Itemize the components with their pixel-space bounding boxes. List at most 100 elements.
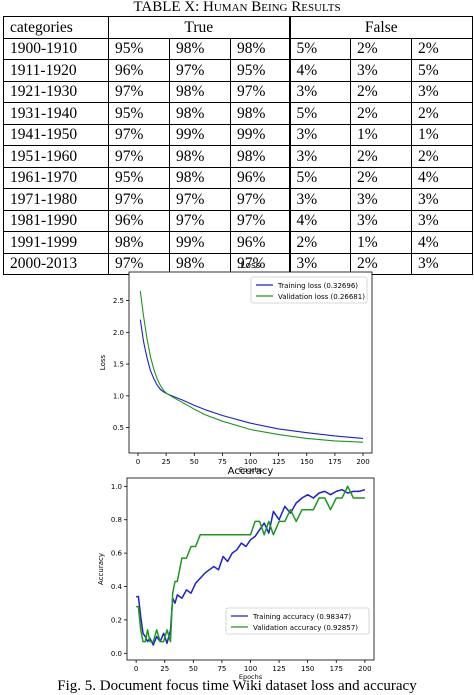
x-tick-label: 25 bbox=[160, 665, 169, 673]
value-cell: 5% bbox=[288, 102, 352, 125]
series-line bbox=[136, 485, 365, 643]
y-axis-label: Loss bbox=[99, 354, 107, 370]
table-row: 1921-1930 97% 98% 97% 3% 2% 3% bbox=[3, 80, 474, 103]
value-cell: 97% bbox=[169, 188, 231, 211]
value-cell: 98% bbox=[108, 231, 170, 254]
value-cell: 97% bbox=[229, 188, 291, 211]
value-cell: 95% bbox=[108, 102, 170, 125]
x-tick-label: 100 bbox=[244, 665, 257, 673]
value-cell: 3% bbox=[288, 188, 352, 211]
y-tick-label: 1.0 bbox=[111, 483, 122, 491]
value-cell: 97% bbox=[108, 145, 170, 168]
legend-entry: Validation loss (0.26681) bbox=[278, 293, 365, 301]
value-cell: 96% bbox=[108, 209, 170, 232]
x-tick-label: 200 bbox=[356, 458, 369, 466]
value-cell: 2% bbox=[350, 80, 413, 103]
x-tick-label: 100 bbox=[244, 458, 257, 466]
value-cell: 3% bbox=[411, 252, 474, 275]
legend-box bbox=[250, 276, 368, 304]
value-cell: 3% bbox=[411, 80, 474, 103]
series-line bbox=[139, 291, 364, 443]
category-cell: 1991-1999 bbox=[3, 231, 109, 254]
table-row: 1991-1999 98% 99% 96% 2% 1% 4% bbox=[3, 231, 474, 254]
x-tick-label: 0 bbox=[134, 665, 138, 673]
category-cell: 1911-1920 bbox=[3, 59, 109, 82]
table-row: 1931-1940 95% 98% 98% 5% 2% 2% bbox=[3, 102, 474, 125]
table-row: 1981-1990 96% 97% 97% 4% 3% 3% bbox=[3, 209, 474, 232]
table-row: 1900-1910 95% 98% 98% 5% 2% 2% bbox=[3, 37, 474, 60]
value-cell: 3% bbox=[350, 188, 413, 211]
value-cell: 4% bbox=[411, 166, 474, 189]
loss-chart: Loss 0 25 50 75 100 125 150 175 200 0.5 1.0 1.5 2.0 2.… bbox=[99, 261, 373, 474]
value-cell: 99% bbox=[229, 123, 291, 146]
x-tick-label: 125 bbox=[272, 458, 285, 466]
value-cell: 3% bbox=[350, 59, 413, 82]
value-cell: 98% bbox=[229, 102, 291, 125]
value-cell: 98% bbox=[169, 102, 231, 125]
value-cell: 2% bbox=[411, 102, 474, 125]
y-tick-label: 0.8 bbox=[111, 516, 122, 524]
value-cell: 98% bbox=[169, 80, 231, 103]
value-cell: 3% bbox=[411, 209, 474, 232]
x-tick-label: 175 bbox=[330, 665, 343, 673]
x-tick-label: 50 bbox=[189, 665, 198, 673]
x-tick-label: 125 bbox=[272, 665, 285, 673]
value-cell: 2% bbox=[350, 252, 413, 275]
x-tick-label: 25 bbox=[162, 458, 171, 466]
x-tick-label: 200 bbox=[358, 665, 371, 673]
x-tick-label: 175 bbox=[328, 458, 341, 466]
x-tick-label: 150 bbox=[300, 458, 313, 466]
value-cell: 95% bbox=[229, 59, 291, 82]
y-tick-label: 0.2 bbox=[111, 616, 122, 624]
y-tick-label: 2.0 bbox=[113, 329, 124, 337]
value-cell: 5% bbox=[288, 37, 352, 60]
value-cell: 97% bbox=[108, 123, 170, 146]
value-cell: 2% bbox=[350, 145, 413, 168]
table-row: 1961-1970 95% 98% 96% 5% 2% 4% bbox=[3, 166, 474, 189]
table-caption: TABLE X: Human Being Results bbox=[133, 0, 341, 15]
value-cell: 97% bbox=[169, 209, 231, 232]
legend-entry: Training loss (0.32696) bbox=[277, 282, 358, 290]
x-tick-label: 75 bbox=[217, 665, 226, 673]
category-cell: 1961-1970 bbox=[3, 166, 109, 189]
series-line bbox=[139, 319, 364, 439]
figure-caption: Fig. 5. Document focus time Wiki dataset… bbox=[57, 678, 417, 694]
chart-title: Accuracy bbox=[228, 466, 274, 477]
table-row: 1911-1920 96% 97% 95% 4% 3% 5% bbox=[3, 59, 474, 82]
chart-title: Loss bbox=[241, 261, 261, 271]
value-cell: 1% bbox=[350, 231, 413, 254]
header-false: False bbox=[288, 16, 474, 39]
y-tick-label: 2.5 bbox=[113, 297, 124, 305]
category-cell: 1951-1960 bbox=[3, 145, 109, 168]
x-tick-label: 0 bbox=[136, 458, 140, 466]
table-row: 1971-1980 97% 97% 97% 3% 3% 3% bbox=[3, 188, 474, 211]
category-cell: 1900-1910 bbox=[3, 37, 109, 60]
value-cell: 99% bbox=[169, 123, 231, 146]
header-true: True bbox=[107, 16, 291, 39]
value-cell: 5% bbox=[411, 59, 474, 82]
x-axis-label: Epochs bbox=[239, 466, 263, 474]
y-tick-label: 0.0 bbox=[111, 650, 122, 658]
y-tick-label: 0.6 bbox=[111, 550, 123, 558]
value-cell: 98% bbox=[169, 166, 231, 189]
table-header-row: categories True False bbox=[3, 16, 474, 39]
value-cell: 99% bbox=[169, 231, 231, 254]
category-cell: 1971-1980 bbox=[3, 188, 109, 211]
value-cell: 1% bbox=[411, 123, 474, 146]
y-tick-label: 1.5 bbox=[113, 361, 124, 369]
table-row: 2000-2013 97% 98% 97% 3% 2% 3% bbox=[3, 252, 474, 275]
legend-entry: Training accuracy (0.98347) bbox=[252, 613, 351, 621]
category-cell: 1981-1990 bbox=[3, 209, 109, 232]
y-tick-label: 0.5 bbox=[113, 424, 124, 432]
value-cell: 97% bbox=[229, 80, 291, 103]
value-cell: 3% bbox=[288, 252, 352, 275]
value-cell: 96% bbox=[229, 231, 291, 254]
x-axis-label: Epochs bbox=[239, 673, 263, 681]
value-cell: 95% bbox=[108, 166, 170, 189]
x-tick-label: 50 bbox=[190, 458, 199, 466]
y-tick-label: 1.0 bbox=[113, 392, 124, 400]
value-cell: 2% bbox=[350, 102, 413, 125]
legend-entry: Validation accuracy (0.92857) bbox=[253, 624, 358, 632]
value-cell: 96% bbox=[108, 59, 170, 82]
value-cell: 2% bbox=[350, 37, 413, 60]
